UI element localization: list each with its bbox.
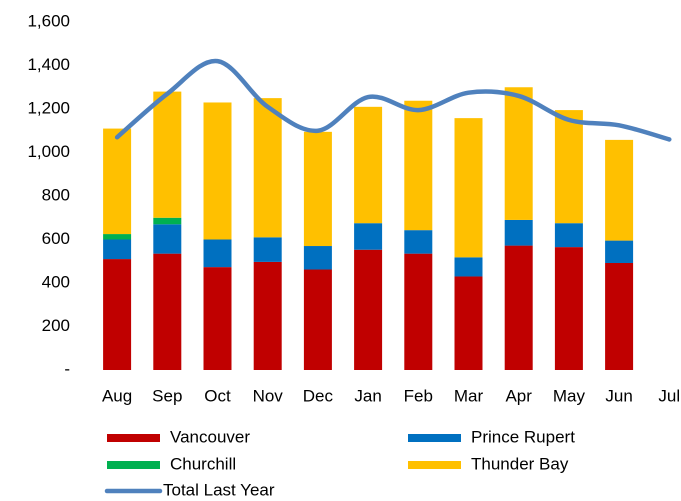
legend-label: Prince Rupert (471, 427, 575, 446)
y-tick-label: - (64, 359, 70, 378)
y-tick-label: 1,600 (27, 11, 70, 30)
legend-label: Total Last Year (163, 480, 275, 499)
x-tick-label: Dec (303, 386, 334, 405)
legend-swatch (107, 434, 160, 442)
legend-swatch (408, 461, 461, 469)
bar-segment (253, 237, 282, 262)
bar-segment (454, 118, 483, 258)
bar-segment (303, 131, 332, 247)
bar-segment (504, 245, 533, 370)
bar-segment (504, 219, 533, 246)
bar-segment (103, 259, 132, 370)
y-tick-label: 1,000 (27, 142, 70, 161)
bar-segment (203, 102, 232, 240)
bar-segment (253, 261, 282, 370)
bar-segment (303, 246, 332, 270)
x-tick-label: Aug (102, 386, 132, 405)
bar-segment (103, 128, 132, 235)
bar-segment (454, 276, 483, 370)
bar-segment (554, 110, 583, 224)
legend-swatch (107, 461, 160, 469)
bar-segment (153, 253, 182, 370)
x-tick-label: Feb (404, 386, 433, 405)
bar-segment (253, 98, 282, 238)
bar-segment (354, 223, 383, 250)
bar-segment (103, 234, 132, 240)
x-tick-label: Apr (505, 386, 532, 405)
bar-segment (303, 269, 332, 370)
x-tick-label: Mar (454, 386, 484, 405)
bar-segment (153, 91, 182, 218)
bar-segment (404, 253, 433, 370)
bar-segment (404, 100, 433, 231)
x-tick-label: Sep (152, 386, 182, 405)
x-tick-label: Nov (253, 386, 284, 405)
bar-segment (103, 239, 132, 260)
bar-segment (354, 249, 383, 370)
bar-segment (203, 267, 232, 370)
y-tick-label: 1,200 (27, 98, 70, 117)
x-tick-label: Jan (354, 386, 381, 405)
bar-segment (354, 106, 383, 224)
y-tick-label: 200 (42, 316, 70, 335)
legend-label: Thunder Bay (471, 454, 569, 473)
x-tick-label: Jul (658, 386, 680, 405)
bar-segment (203, 239, 232, 268)
x-tick-label: Oct (204, 386, 231, 405)
bar-segment (554, 247, 583, 370)
legend-swatch (408, 434, 461, 442)
y-tick-label: 600 (42, 229, 70, 248)
bar-segment (504, 87, 533, 220)
bar-segment (404, 230, 433, 254)
line-series (114, 58, 672, 142)
bar-segment (153, 217, 182, 225)
bar-segment (554, 223, 583, 248)
y-tick-label: 1,400 (27, 55, 70, 74)
legend-label: Vancouver (170, 427, 250, 446)
y-tick-label: 800 (42, 185, 70, 204)
bar-segment (454, 257, 483, 277)
legend-label: Churchill (170, 454, 236, 473)
bar-segment (605, 262, 634, 370)
bar-segment (605, 139, 634, 241)
bar-segment (605, 240, 634, 263)
x-tick-label: May (553, 386, 586, 405)
bar-segment (153, 224, 182, 254)
x-tick-label: Jun (605, 386, 632, 405)
y-tick-label: 400 (42, 272, 70, 291)
